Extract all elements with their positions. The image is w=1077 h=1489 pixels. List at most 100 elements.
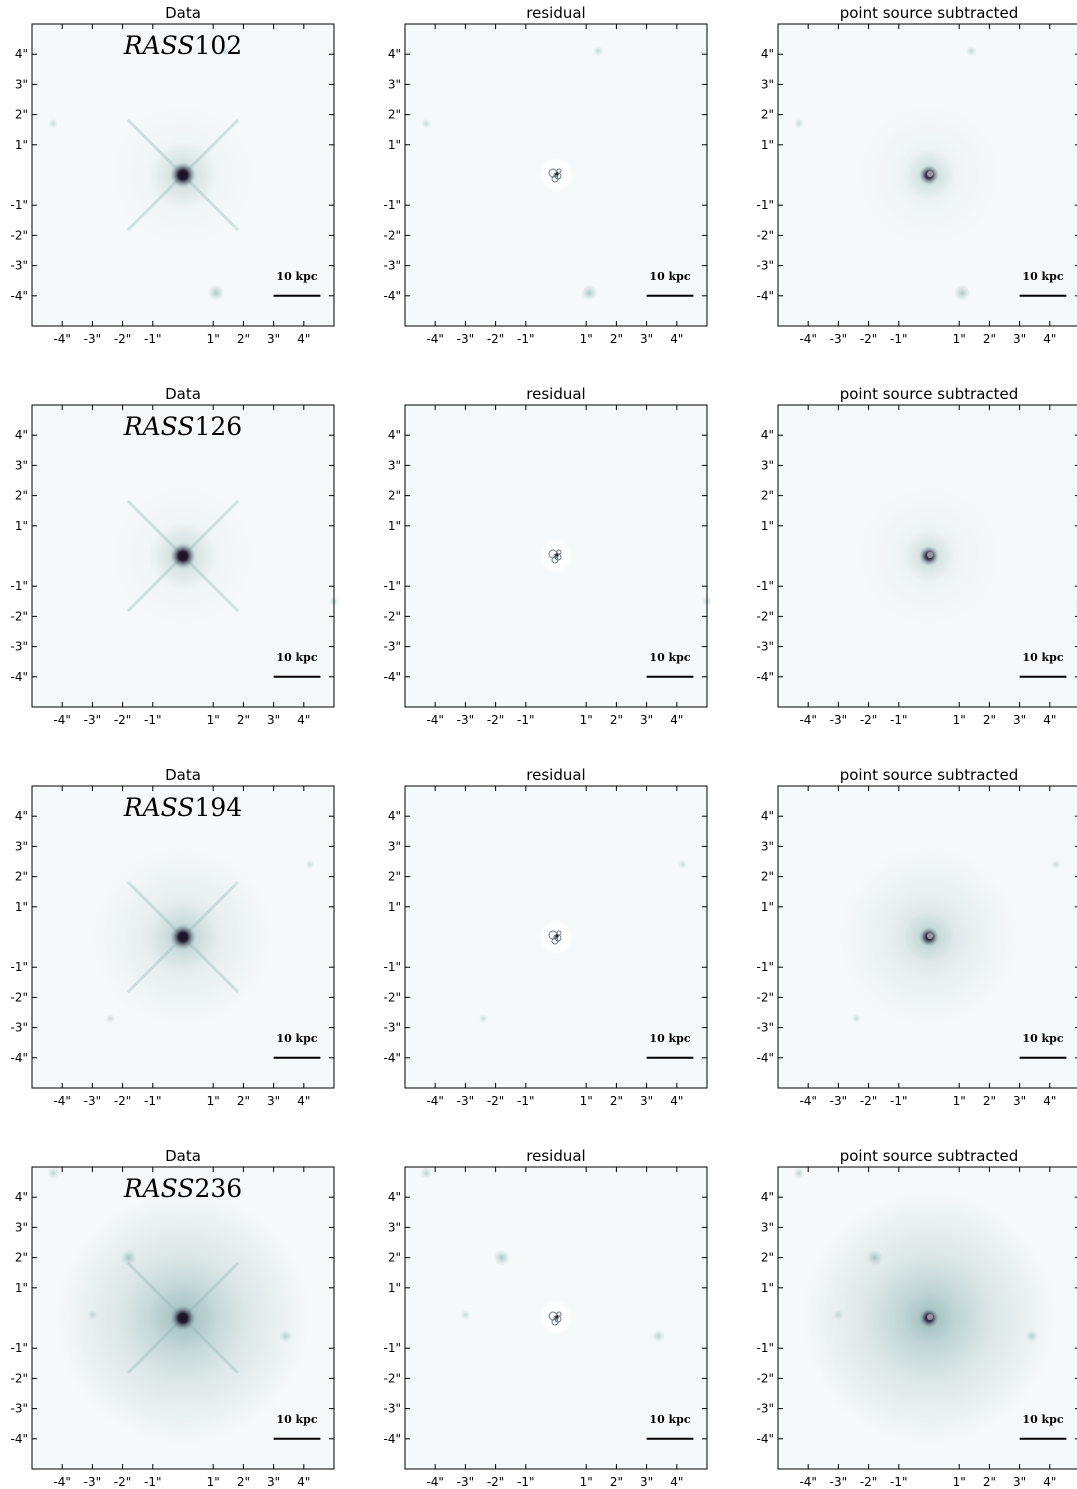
y-tick-label: -4" [11, 1432, 28, 1446]
y-tick-label: -1" [757, 579, 774, 593]
y-tick-label: -2" [757, 990, 774, 1004]
x-tick-label: 2" [610, 1475, 623, 1489]
y-tick-label: -1" [384, 198, 401, 212]
x-tick-label: -1" [890, 332, 907, 346]
x-tick-label: 2" [610, 713, 623, 727]
y-tick-label: 1" [388, 138, 401, 152]
panel-frame [777, 23, 1077, 327]
companion-source [279, 1329, 293, 1343]
quasar-core [170, 924, 196, 950]
x-tick-label: -2" [860, 332, 877, 346]
scale-bar-label: 10 kpc [1022, 1032, 1063, 1045]
y-tick-label: 3" [388, 77, 401, 91]
companion-source [420, 118, 432, 129]
y-tick-label: -1" [384, 579, 401, 593]
x-tick-label: 2" [237, 1094, 250, 1108]
x-tick-label: 1" [580, 1475, 593, 1489]
x-tick-label: 2" [983, 1475, 996, 1489]
y-tick-label: 3" [761, 839, 774, 853]
x-tick-label: 4" [1043, 332, 1056, 346]
companion-source [46, 1166, 60, 1180]
x-tick-label: 4" [1043, 1094, 1056, 1108]
y-tick-label: 1" [388, 519, 401, 533]
panel-frame [777, 785, 1077, 1089]
y-tick-label: -2" [11, 228, 28, 242]
scale-bar-label: 10 kpc [649, 270, 690, 283]
residual-peak [555, 553, 559, 557]
y-tick-label: 4" [388, 47, 401, 61]
x-tick-label: 4" [1043, 1475, 1056, 1489]
panel-title: Data [165, 385, 201, 403]
x-tick-label: -1" [144, 1475, 161, 1489]
panel-frame [31, 785, 335, 1089]
y-tick-label: -2" [11, 990, 28, 1004]
x-tick-label: 1" [207, 1475, 220, 1489]
y-tick-label: -2" [11, 1371, 28, 1385]
x-tick-label: 4" [1043, 713, 1056, 727]
y-tick-label: -4" [11, 289, 28, 303]
x-tick-label: 4" [297, 713, 310, 727]
companion-source [304, 859, 315, 870]
x-tick-label: 4" [297, 1094, 310, 1108]
y-tick-label: 1" [15, 900, 28, 914]
y-tick-label: -2" [11, 609, 28, 623]
x-tick-label: 2" [983, 713, 996, 727]
y-tick-label: -3" [11, 259, 28, 273]
panel-rass236-residual: residual-4" -3" -2" -1" 1" 2" 3" 4"4"3"2"1"-1"-… [384, 1147, 708, 1489]
x-tick-label: -3" [830, 332, 847, 346]
host-residual-hole [927, 171, 933, 177]
x-tick-label: -2" [860, 1094, 877, 1108]
x-tick-label: -2" [487, 1094, 504, 1108]
y-tick-label: -1" [757, 960, 774, 974]
x-tick-label: -1" [144, 332, 161, 346]
x-tick-label: -2" [487, 1475, 504, 1489]
x-tick-label: -2" [114, 1475, 131, 1489]
host-residual-hole [927, 552, 933, 558]
residual-peak [555, 1315, 559, 1319]
y-tick-label: -4" [384, 1051, 401, 1065]
scale-bar-label: 10 kpc [276, 1413, 317, 1426]
x-tick-label: -4" [426, 1475, 443, 1489]
x-tick-label: -2" [487, 332, 504, 346]
x-tick-label: -3" [84, 713, 101, 727]
x-tick-label: -2" [114, 713, 131, 727]
x-tick-label: 1" [953, 332, 966, 346]
x-tick-label: 3" [1013, 1094, 1026, 1108]
x-tick-label: -2" [114, 1094, 131, 1108]
x-tick-label: -2" [860, 713, 877, 727]
y-tick-label: 3" [761, 458, 774, 472]
residual-peak [555, 172, 559, 176]
x-tick-label: -3" [830, 713, 847, 727]
x-tick-label: 1" [580, 1094, 593, 1108]
x-tick-label: 4" [297, 332, 310, 346]
y-tick-label: 1" [15, 1281, 28, 1295]
panel-title: Data [165, 1147, 201, 1165]
panel-title: point source subtracted [840, 385, 1019, 403]
y-tick-label: -2" [384, 228, 401, 242]
y-tick-label: 1" [761, 138, 774, 152]
y-tick-label: 4" [761, 1190, 774, 1204]
scale-bar-label: 10 kpc [1022, 651, 1063, 664]
y-tick-label: -1" [11, 1341, 28, 1355]
x-tick-label: 4" [670, 1094, 683, 1108]
y-tick-label: -2" [757, 228, 774, 242]
scale-bar-label: 10 kpc [276, 651, 317, 664]
y-tick-label: -2" [384, 1371, 401, 1385]
x-tick-label: 4" [670, 713, 683, 727]
x-tick-label: 3" [1013, 332, 1026, 346]
y-tick-label: 1" [15, 138, 28, 152]
y-tick-label: 3" [761, 1220, 774, 1234]
panel-title: point source subtracted [840, 4, 1019, 22]
companion-source [833, 1309, 844, 1321]
y-tick-label: 2" [388, 108, 401, 122]
y-tick-label: 4" [15, 1190, 28, 1204]
panel-rass236-data: Data -4" -3" -2" -1" 1" 2" 3" 4" 4" 3" 2" 1" -1" -2" -3… [11, 1147, 335, 1489]
y-tick-label: -1" [757, 1341, 774, 1355]
panel-rass126-data: Data -4" -3" -2" -1" 1" 2" 3" 4" 4" 3" 2" 1" -1" -2" -3… [11, 385, 340, 727]
panel-title: residual [526, 4, 585, 22]
scale-bar-label: 10 kpc [276, 1032, 317, 1045]
companion-source [866, 1249, 883, 1266]
y-tick-label: -1" [11, 960, 28, 974]
x-tick-label: -3" [457, 332, 474, 346]
